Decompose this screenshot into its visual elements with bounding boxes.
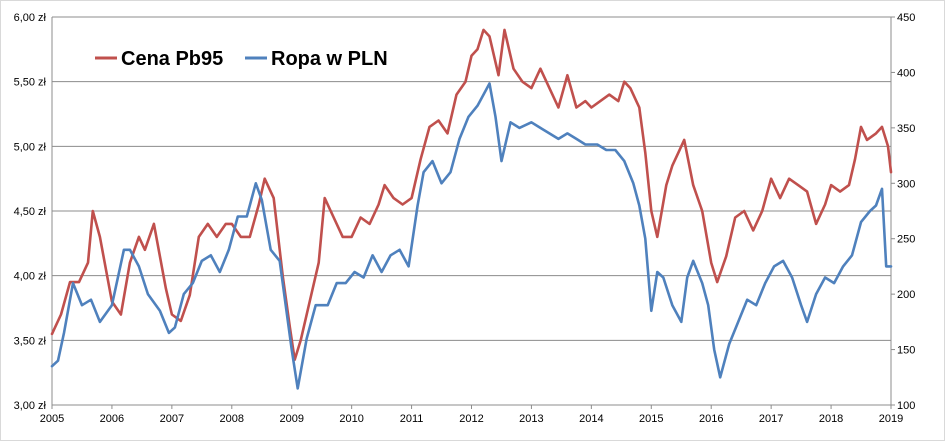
y-right-tick-label: 350 [897,123,915,135]
x-tick-label: 2012 [459,413,483,425]
y-right-tick-label: 150 [897,345,915,357]
series-line-2 [50,82,893,390]
y-left-tick-label: 4,50 zł [14,206,47,218]
x-tick-label: 2014 [579,413,603,425]
legend-label-2: Ropa w PLN [271,48,388,70]
y-left-tick-label: 5,00 zł [14,141,47,153]
x-tick-label: 2019 [879,413,903,425]
x-tick-label: 2010 [339,413,363,425]
x-tick-label: 2011 [400,413,424,425]
y-right-tick-label: 400 [897,67,915,79]
y-right-tick-label: 250 [897,234,915,246]
y-right-tick-label: 200 [897,289,915,301]
y-left-tick-label: 5,50 zł [14,77,47,89]
legend-label-1: Cena Pb95 [121,48,223,70]
series-lines [50,28,893,390]
legend: Cena Pb95 Ropa w PLN [95,48,388,70]
y-right-tick-label: 100 [897,400,915,412]
series-line-1 [50,28,893,362]
x-tick-label: 2005 [40,413,64,425]
x-tick-label: 2009 [279,413,303,425]
y-right-tick-label: 300 [897,178,915,190]
y-left-tick-label: 4,00 zł [14,271,47,283]
y-left-tick-label: 3,00 zł [14,400,47,412]
y-right-tick-label: 450 [897,12,915,24]
x-tick-label: 2006 [100,413,124,425]
x-tick-label: 2007 [160,413,184,425]
x-tick-label: 2018 [819,413,843,425]
x-tick-label: 2008 [220,413,244,425]
axes [51,16,895,409]
x-tick-label: 2017 [759,413,783,425]
y-left-tick-label: 6,00 zł [14,12,47,24]
y-left-tick-label: 3,50 zł [14,335,47,347]
x-tick-label: 2015 [639,413,663,425]
x-tick-label: 2013 [519,413,543,425]
x-tick-label: 2016 [699,413,723,425]
tick-labels: 3,00 zł 3,50 zł 4,00 zł 4,50 zł 5,00 zł 5,50 … [14,12,916,425]
